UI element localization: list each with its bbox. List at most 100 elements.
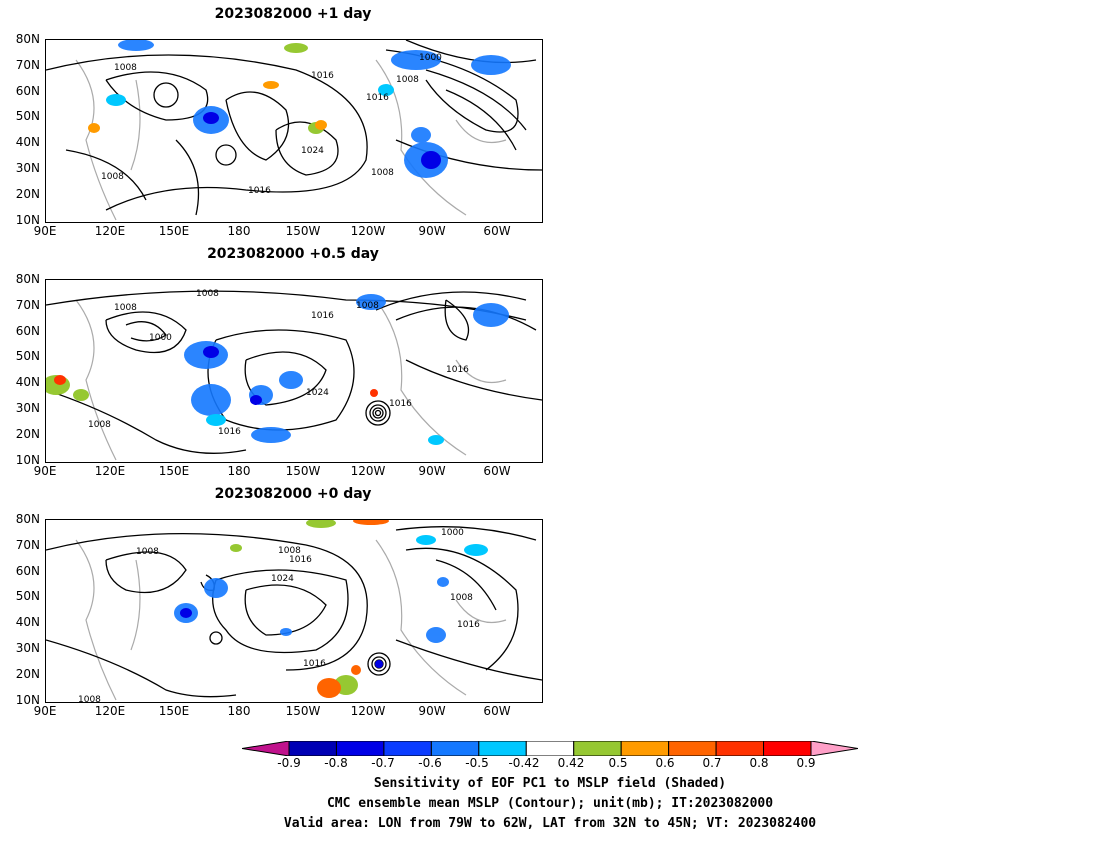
contour-labels: 1008 1008 1016 1008 1000 1024 1016 1016 … — [88, 289, 469, 437]
lat-label: 80N — [15, 272, 40, 286]
lon-label: 90E — [33, 704, 57, 718]
colorbar-cell — [715, 741, 765, 756]
lat-label: 70N — [15, 538, 40, 552]
colorbar-cell — [620, 741, 670, 756]
svg-text:1000: 1000 — [441, 528, 464, 538]
caption-line-3: Valid area: LON from 79W to 62W, LAT fro… — [283, 816, 817, 831]
svg-text:1008: 1008 — [78, 695, 101, 702]
svg-text:1024: 1024 — [271, 574, 294, 584]
map-canvas: 1008 1016 1000 1008 1016 1024 1008 1016 … — [46, 40, 542, 221]
colorbar-tick: 0.8 — [749, 756, 769, 770]
lat-label: 80N — [15, 32, 40, 46]
svg-text:1016: 1016 — [457, 620, 480, 630]
lat-label: 40N — [15, 375, 40, 389]
lat-label: 60N — [15, 564, 40, 578]
map-panel-plus0: 1008 1008 1016 1024 1000 1008 1016 1016 … — [45, 519, 543, 703]
lon-label: 120W — [350, 704, 386, 718]
colorbar-cell — [478, 741, 527, 756]
colorbar-tick: -0.5 — [465, 756, 489, 770]
colorbar-tick: 0.5 — [608, 756, 628, 770]
colorbar-tick: 0.42 — [557, 756, 585, 770]
svg-text:1008: 1008 — [114, 63, 137, 73]
lat-label: 30N — [15, 641, 40, 655]
svg-text:1008: 1008 — [356, 301, 379, 311]
colorbar-tick: -0.9 — [277, 756, 301, 770]
lon-label: 150E — [158, 464, 190, 478]
colorbar-cell — [668, 741, 717, 756]
lon-label: 120E — [94, 464, 126, 478]
lat-label: 20N — [15, 187, 40, 201]
map-canvas: 1008 1008 1016 1024 1000 1008 1016 1016 … — [46, 520, 542, 702]
svg-text:1016: 1016 — [218, 427, 241, 437]
colorbar-tick: -0.8 — [324, 756, 348, 770]
lon-label: 180 — [227, 704, 251, 718]
lon-label: 120W — [350, 224, 386, 238]
lon-label: 90W — [418, 464, 446, 478]
panel-title: 2023082000 +0 day — [214, 486, 372, 502]
svg-text:1008: 1008 — [136, 547, 159, 557]
svg-text:1008: 1008 — [101, 172, 124, 182]
svg-text:1016: 1016 — [289, 555, 312, 565]
svg-text:1000: 1000 — [419, 53, 442, 63]
svg-text:1016: 1016 — [311, 311, 334, 321]
lon-label: 90E — [33, 224, 57, 238]
lat-label: 20N — [15, 667, 40, 681]
caption-line-1: Sensitivity of EOF PC1 to MSLP field (Sh… — [373, 776, 727, 791]
lon-label: 120E — [94, 704, 126, 718]
colorbar-tick: 0.6 — [655, 756, 675, 770]
colorbar-tick: 0.9 — [796, 756, 816, 770]
svg-text:1016: 1016 — [389, 399, 412, 409]
lon-label: 60W — [483, 704, 511, 718]
lat-label: 60N — [15, 84, 40, 98]
lat-label: 20N — [15, 427, 40, 441]
lat-label: 70N — [15, 298, 40, 312]
lon-label: 150W — [285, 224, 321, 238]
lat-label: 10N — [15, 213, 40, 227]
lon-label: 90W — [418, 224, 446, 238]
lon-label: 150E — [158, 704, 190, 718]
lat-label: 30N — [15, 161, 40, 175]
lon-label: 150W — [285, 704, 321, 718]
colorbar-tick: -0.6 — [418, 756, 442, 770]
svg-text:1024: 1024 — [306, 388, 329, 398]
lat-label: 70N — [15, 58, 40, 72]
contour-labels: 1008 1008 1016 1024 1000 1008 1016 1016 … — [78, 528, 480, 702]
colorbar-cell — [763, 741, 812, 756]
svg-text:1016: 1016 — [446, 365, 469, 375]
colorbar-cell — [525, 741, 575, 756]
lon-label: 180 — [227, 224, 251, 238]
contour-labels: 1008 1016 1000 1008 1016 1024 1008 1016 … — [101, 53, 442, 196]
lat-label: 60N — [15, 324, 40, 338]
svg-text:1016: 1016 — [311, 71, 334, 81]
lat-label: 50N — [15, 589, 40, 603]
lat-label: 50N — [15, 109, 40, 123]
colorbar-tick: -0.7 — [371, 756, 395, 770]
lat-label: 40N — [15, 615, 40, 629]
svg-text:1008: 1008 — [396, 75, 419, 85]
colorbar-cell — [242, 741, 290, 756]
colorbar-cell — [383, 741, 432, 756]
svg-text:1008: 1008 — [196, 289, 219, 299]
lon-label: 90W — [418, 704, 446, 718]
svg-text:1008: 1008 — [278, 546, 301, 556]
lat-label: 30N — [15, 401, 40, 415]
lat-label: 10N — [15, 453, 40, 467]
lat-label: 10N — [15, 693, 40, 707]
colorbar-tick: 0.7 — [702, 756, 722, 770]
lon-label: 150W — [285, 464, 321, 478]
caption-line-2: CMC ensemble mean MSLP (Contour); unit(m… — [326, 796, 774, 811]
lat-label: 80N — [15, 512, 40, 526]
svg-text:1008: 1008 — [371, 168, 394, 178]
lon-label: 120E — [94, 224, 126, 238]
lon-label: 60W — [483, 224, 511, 238]
map-panel-plus1: 1008 1016 1000 1008 1016 1024 1008 1016 … — [45, 39, 543, 223]
colorbar-cell — [288, 741, 337, 756]
lon-label: 150E — [158, 224, 190, 238]
colorbar-cell — [430, 741, 480, 756]
colorbar-cell — [810, 741, 858, 756]
lon-label: 120W — [350, 464, 386, 478]
svg-text:1000: 1000 — [149, 333, 172, 343]
lon-label: 60W — [483, 464, 511, 478]
lat-label: 50N — [15, 349, 40, 363]
svg-text:1016: 1016 — [303, 659, 326, 669]
